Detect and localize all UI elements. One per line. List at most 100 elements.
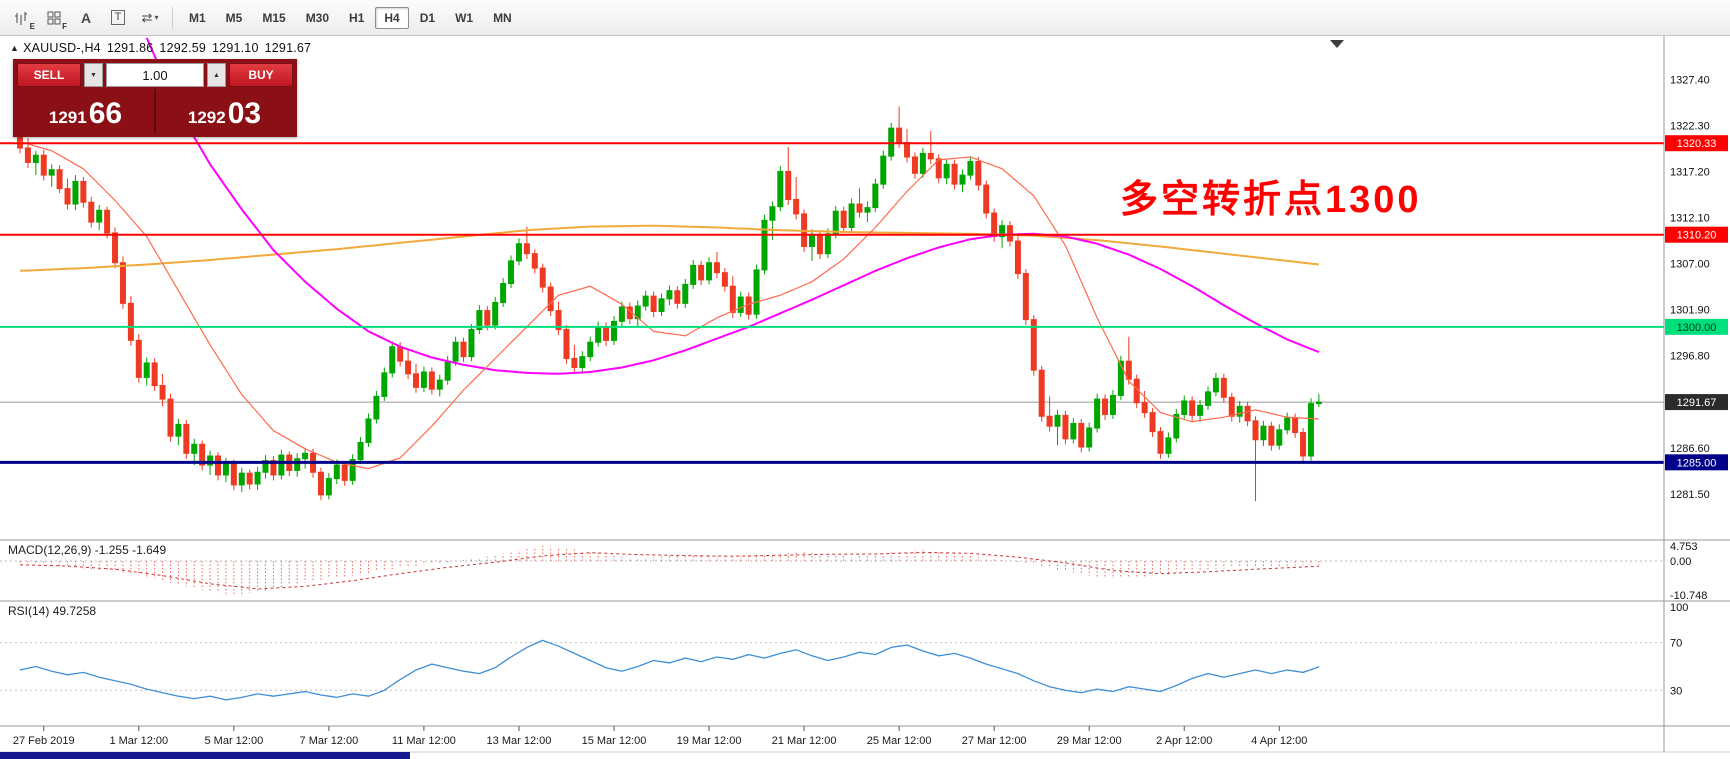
candle-body <box>603 326 610 341</box>
symbol-collapse-icon[interactable]: ▲ <box>10 43 20 53</box>
candle-body <box>1284 417 1291 431</box>
icon-letter-badge: E <box>29 21 35 31</box>
candle-body <box>698 264 705 281</box>
candle-body <box>278 454 285 476</box>
candle-body <box>325 478 332 496</box>
candle-body <box>262 460 269 473</box>
swap-arrows-icon[interactable]: ⇄ ▾ <box>141 9 159 25</box>
timeframe-button-h4[interactable]: H4 <box>375 6 409 29</box>
candle-body <box>444 360 451 381</box>
candle-body <box>1181 400 1188 415</box>
timeframe-button-h1[interactable]: H1 <box>349 10 365 25</box>
ask-price-big-digits: 03 <box>227 97 262 130</box>
textbox-t-icon[interactable]: T <box>103 4 133 32</box>
buy-button[interactable]: BUY <box>229 63 293 87</box>
time-axis-label: 15 Mar 12:00 <box>582 735 647 747</box>
candle-body <box>64 188 71 205</box>
timeframe-button-m1[interactable]: M1 <box>189 10 206 25</box>
candle-body <box>238 472 245 486</box>
candle-body <box>183 423 190 454</box>
ma-slow-line <box>19 224 1320 272</box>
candle-body <box>959 174 966 185</box>
candle-body <box>713 262 720 274</box>
price-axis-label: 1301.90 <box>1670 305 1710 317</box>
candle-body <box>389 346 396 374</box>
candle-body <box>571 357 578 368</box>
candle-body <box>1244 405 1251 422</box>
bid-price-display[interactable]: 1291 66 <box>17 89 154 133</box>
time-axis[interactable]: 27 Feb 2019 1 Mar 12:00 5 Mar 12:00 7 Mar 1… <box>13 726 1308 747</box>
candle-body <box>896 127 903 144</box>
timeframe-button-mn[interactable]: MN <box>493 10 512 25</box>
price-axis[interactable]: 1327.40 1322.30 1317.20 1312.10 1307.00 1301.… <box>1670 74 1710 501</box>
bar-chart-e-icon[interactable]: E <box>7 4 37 32</box>
candle-body <box>951 163 958 185</box>
hline-1285.00-badge-text: 1285.00 <box>1677 457 1717 469</box>
candle-body <box>175 423 182 437</box>
horizontal-line-objects[interactable] <box>0 142 1664 464</box>
timeframe-button-w1[interactable]: W1 <box>455 10 474 25</box>
toolbar: E F A T ⇄ ▾ M1 M5 M15 M30 H1 H4 D1 W1 MN <box>0 0 1730 36</box>
volume-increase-button[interactable]: ▲ <box>207 63 226 87</box>
candle-body <box>1141 402 1148 414</box>
candle-body <box>151 362 158 387</box>
timeframe-button-group: M1 M5 M15 M30 H1 H4 D1 W1 MN <box>179 6 522 29</box>
candlestick-series <box>17 106 1322 502</box>
candle-body <box>24 147 31 163</box>
candle-body <box>729 285 736 313</box>
macd-name: MACD(12,26,9) <box>8 543 92 557</box>
candle-body <box>666 290 673 300</box>
candle-body <box>1260 425 1267 441</box>
time-axis-label: 25 Mar 12:00 <box>867 735 932 747</box>
bid-price-big-digits: 66 <box>88 97 123 130</box>
ask-price-display[interactable]: 1292 03 <box>156 89 293 133</box>
price-axis-label: 1286.60 <box>1670 443 1710 455</box>
ma-fast-line <box>19 141 1319 470</box>
candle-body <box>207 455 214 466</box>
candle-body <box>104 209 111 234</box>
price-axis-label: 1312.10 <box>1670 213 1710 225</box>
macd-axis-label: -10.748 <box>1670 590 1707 602</box>
hline-1300.00-badge-text: 1300.00 <box>1677 322 1717 334</box>
volume-input[interactable] <box>106 63 204 87</box>
candle-body <box>222 462 229 476</box>
candle-body <box>611 320 617 341</box>
candle-body <box>1038 369 1045 417</box>
timeframe-button-d1[interactable]: D1 <box>419 10 436 25</box>
ohlc-low: 1291.10 <box>212 41 259 55</box>
candle-body <box>1086 427 1093 448</box>
volume-decrease-button[interactable]: ▼ <box>84 63 103 87</box>
price-axis-label: 1327.40 <box>1670 74 1710 86</box>
candle-body <box>547 286 554 312</box>
candle-body <box>80 180 87 203</box>
candle-body <box>1007 225 1013 242</box>
time-axis-label: 11 Mar 12:00 <box>392 735 456 747</box>
candle-body <box>112 232 119 264</box>
candle-body <box>199 443 206 466</box>
candle-body <box>642 295 649 307</box>
candle-body <box>1173 413 1180 439</box>
candle-body <box>1030 319 1037 371</box>
grid-f-icon[interactable]: F <box>39 4 69 32</box>
price-axis-label: 1322.30 <box>1670 120 1710 132</box>
candle-body <box>333 464 340 480</box>
rsi-value: 49.7258 <box>52 604 97 618</box>
candle-body <box>32 154 39 163</box>
chart-shift-marker[interactable] <box>1330 40 1344 48</box>
timeframe-button-m5[interactable]: M5 <box>225 10 243 25</box>
candle-body <box>1078 422 1085 448</box>
chart-annotation-text[interactable]: 多空转折点1300 <box>1120 179 1422 221</box>
text-a-icon[interactable]: A <box>80 9 92 26</box>
time-axis-label: 27 Mar 12:00 <box>962 735 1027 747</box>
candle-body <box>508 260 515 284</box>
timeframe-button-m15[interactable]: M15 <box>262 10 286 25</box>
timeframe-button-m30[interactable]: M30 <box>305 10 330 25</box>
rsi-line <box>19 639 1320 701</box>
candle-body <box>919 152 926 174</box>
candle-body <box>1014 240 1021 275</box>
candle-body <box>911 156 918 174</box>
time-axis-label: 21 Mar 12:00 <box>772 735 837 747</box>
sell-button[interactable]: SELL <box>17 63 81 87</box>
chart-plot-area[interactable] <box>0 36 1664 752</box>
